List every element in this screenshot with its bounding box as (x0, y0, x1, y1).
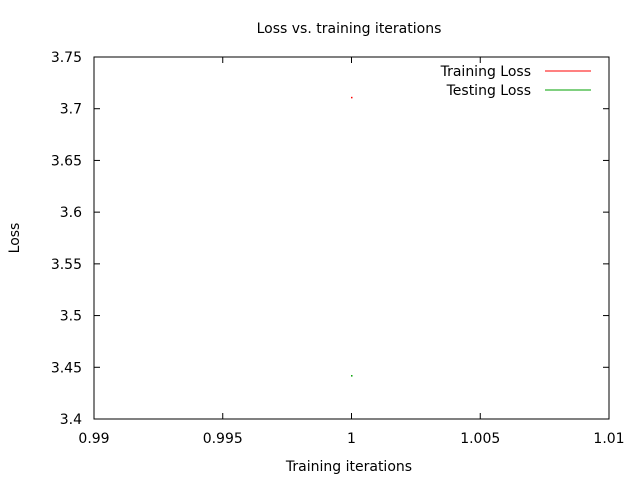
legend-label: Training Loss (440, 64, 531, 80)
x-tick-label: 0.995 (203, 431, 243, 447)
y-tick-label: 3.45 (51, 360, 82, 376)
y-tick-label: 3.4 (60, 412, 82, 428)
data-point (351, 375, 353, 377)
x-tick-label: 1 (347, 431, 356, 447)
y-tick-label: 3.55 (51, 257, 82, 273)
x-tick-label: 0.99 (78, 431, 109, 447)
axis-ticks: 0.99 0.995 1 1.005 1.01 3.4 3.45 3.5 3.55 3.6 3.65… (51, 50, 625, 447)
x-tick-label: 1.005 (460, 431, 500, 447)
data-marks (351, 96, 353, 377)
x-tick-label: 1.01 (593, 431, 624, 447)
plot-area (93, 56, 610, 420)
legend: Training Loss Testing Loss (440, 64, 591, 99)
y-tick-label: 3.7 (60, 102, 82, 118)
y-tick-label: 3.5 (60, 309, 82, 325)
data-point (351, 96, 353, 99)
y-tick-label: 3.75 (51, 50, 82, 66)
y-tick-label: 3.6 (60, 205, 82, 221)
y-tick-label: 3.65 (51, 153, 82, 169)
legend-label: Testing Loss (446, 83, 531, 99)
x-axis-label: Training iterations (285, 459, 412, 475)
chart-title: Loss vs. training iterations (257, 21, 442, 37)
y-axis-label: Loss (7, 223, 23, 254)
